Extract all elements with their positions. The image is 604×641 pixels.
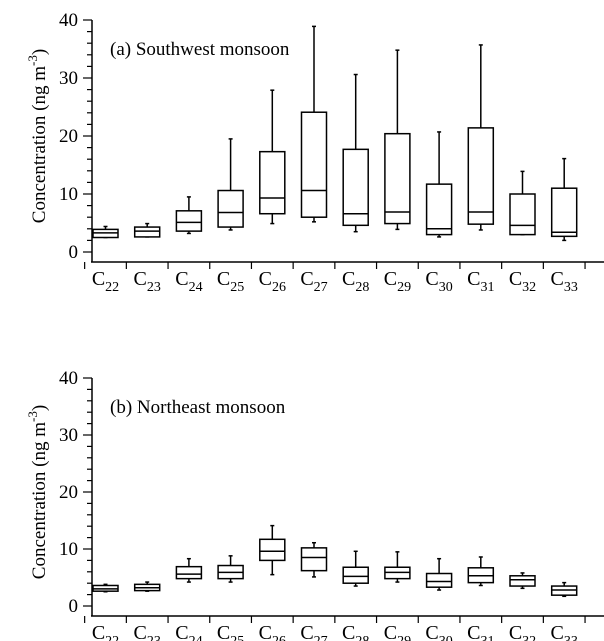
box-C25 [217,555,244,583]
box-iqr [550,187,578,238]
box-C24 [175,557,203,583]
box-iqr [133,226,161,238]
box-iqr [175,210,203,232]
box-C31 [467,556,495,587]
box-C23 [133,222,161,238]
y-tick-label: 30 [59,68,78,89]
box-C22 [92,583,119,593]
x-tick-label: C24 [175,622,202,641]
x-tick-label: C27 [300,268,327,295]
box-C26 [259,524,286,576]
y-tick-label: 40 [59,10,78,31]
box-iqr [175,565,203,580]
box-C26 [259,89,286,225]
y-axis-label: Concentration (ng m-3) [25,405,50,579]
panel-label: (a) Southwest monsoon [110,39,290,60]
box-C29 [384,551,411,583]
x-tick-label: C23 [134,622,161,641]
panel-label: (b) Northeast monsoon [110,397,286,418]
x-tick-label: C33 [551,268,578,295]
x-tick-label: C26 [259,268,286,295]
box-C32 [509,572,536,590]
box-iqr [300,111,328,218]
panel-b: 0 10 20 30 40 Concentration (ng m-3) (b) North… [25,368,604,641]
x-tick-label: C28 [342,268,369,295]
x-tick-label: C24 [175,268,202,295]
box-iqr [259,150,286,215]
y-tick-label: 30 [59,425,78,446]
box-C30 [425,131,453,238]
box-C23 [133,581,161,592]
box-C27 [300,25,328,223]
box-C32 [509,170,536,236]
x-tick-label: C22 [92,622,119,641]
box-iqr [217,189,244,228]
box-iqr [384,132,411,225]
x-tick-label: C22 [92,268,119,295]
box-iqr [425,183,453,236]
box-C28 [342,73,369,233]
x-tick-label: C31 [467,622,494,641]
y-tick-label: 20 [59,482,78,503]
x-tick-label: C32 [509,622,536,641]
x-tick-label: C32 [509,268,536,295]
x-tick-label: C27 [300,622,327,641]
box-C33 [550,581,578,598]
x-tick-label: C31 [467,268,494,295]
x-tick-label: C33 [551,622,578,641]
y-tick-label: 10 [59,184,78,205]
box-iqr [509,575,536,587]
box-C33 [550,157,578,242]
x-tick-label: C23 [134,268,161,295]
box-C31 [467,44,495,231]
box-iqr [300,547,328,572]
box-iqr [259,538,286,562]
y-tick-label: 40 [59,368,78,389]
box-C30 [425,557,453,591]
panel-a: 0 10 20 30 40 Concentration (ng m-3) (a) South… [25,10,604,295]
x-tick-label: C25 [217,622,244,641]
box-C27 [300,541,328,578]
x-tick-label: C29 [384,268,411,295]
box-C25 [217,138,244,231]
x-tick-label: C30 [425,622,452,641]
box-C28 [342,550,369,587]
x-tick-label: C26 [259,622,286,641]
box-iqr [342,148,369,227]
box-iqr [467,127,495,225]
box-C29 [384,49,411,231]
x-tick-label: C25 [217,268,244,295]
box-iqr [425,572,453,588]
x-tick-label: C30 [425,268,452,295]
box-C22 [92,225,119,239]
x-tick-label: C29 [384,622,411,641]
y-tick-label: 0 [69,596,79,617]
y-tick-label: 20 [59,126,78,147]
box-C24 [175,196,203,235]
x-tick-label: C28 [342,622,369,641]
box-iqr [509,193,536,236]
y-tick-label: 10 [59,539,78,560]
y-tick-label: 0 [69,242,79,263]
y-axis-label: Concentration (ng m-3) [25,49,50,223]
box-iqr [342,566,369,584]
